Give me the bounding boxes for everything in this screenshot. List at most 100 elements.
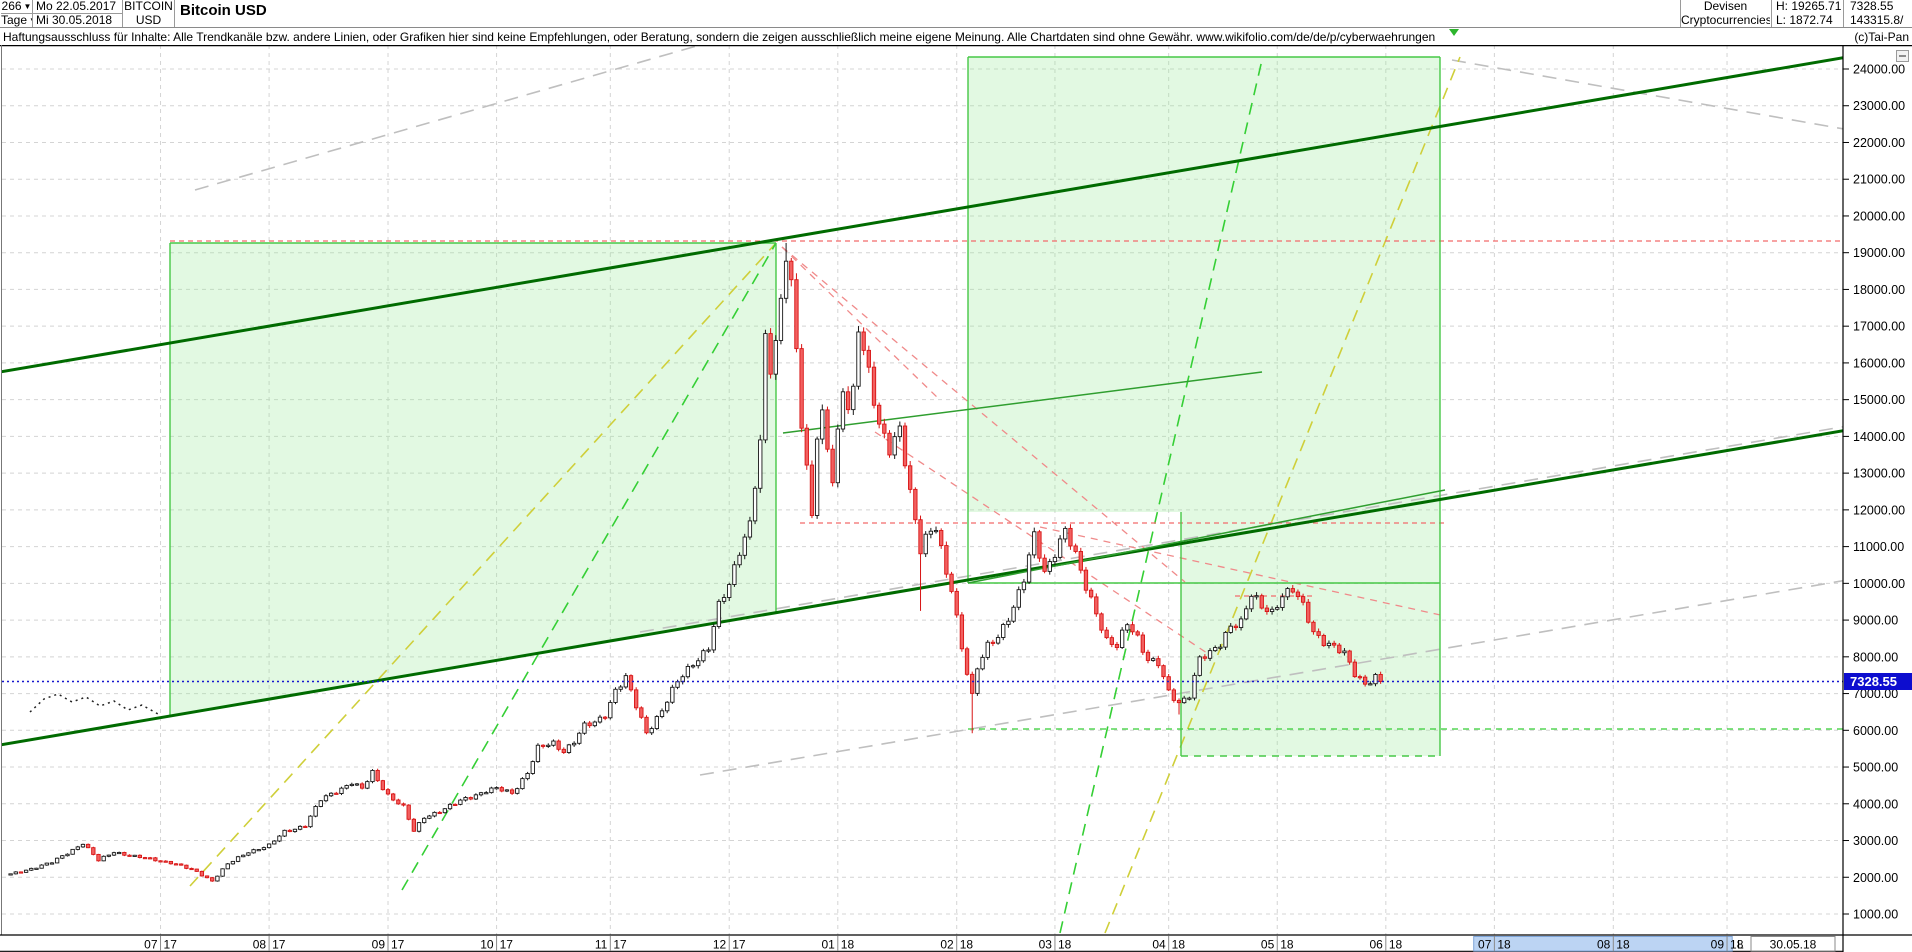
price-axis-label: 7000.00 [1853, 687, 1898, 701]
decline-red-3 [874, 431, 1211, 656]
date-tick-month: 03 [1039, 938, 1053, 952]
copyright-label: (c)Tai-Pan [1850, 30, 1909, 44]
price-axis-label: 24000.00 [1853, 63, 1905, 77]
date-tick-month: 08 [253, 938, 267, 952]
date-tick-year: 17 [613, 938, 627, 952]
price-axis-label: 20000.00 [1853, 209, 1905, 223]
price-axis-label: 10000.00 [1853, 577, 1905, 591]
trend-annotations [2, 45, 1843, 934]
date-tick-year: 18 [960, 938, 974, 952]
date-tick-year: 18 [1280, 938, 1294, 952]
date-tick-year: 17 [500, 938, 514, 952]
last-date-box [1750, 936, 1836, 952]
candlestick-series [8, 242, 1383, 882]
date-tick-month: 07 [1478, 938, 1492, 952]
period-high-value: H: 19265.71 [1771, 0, 1842, 14]
category-line2: Cryptocurrencies [1680, 14, 1770, 27]
date-tick-month: 08 [1597, 938, 1611, 952]
price-axis-label: 18000.00 [1853, 283, 1905, 297]
price-axis-label: 2000.00 [1853, 871, 1898, 885]
volume-value: 143315.8/ [1843, 14, 1912, 27]
decline-red-1 [781, 246, 1186, 583]
price-axis-label: 23000.00 [1853, 99, 1905, 113]
period-count-dropdown[interactable]: 266 ▼ [1, 0, 33, 14]
decline-red-2 [781, 246, 941, 401]
price-axis-label: 6000.00 [1853, 724, 1898, 738]
gray-parallel-1 [194, 45, 701, 191]
price-axis-label: 11000.00 [1853, 540, 1904, 554]
fan-yellow-left [189, 242, 777, 887]
header-divider [0, 27, 1912, 28]
date-tick-month: 05 [1261, 938, 1275, 952]
date-tick-month: 02 [940, 938, 954, 952]
date-tick-year: 17 [391, 938, 405, 952]
date-tick-year: 17 [272, 938, 286, 952]
green-marker-icon [1449, 29, 1459, 36]
price-axis-label: 8000.00 [1853, 650, 1898, 664]
date-tick-month: 07 [144, 938, 158, 952]
fan-yellow-right [1104, 56, 1461, 934]
fan-green-right [1059, 59, 1263, 934]
wedge-upper [782, 371, 1263, 434]
date-tick-month: 09 [1711, 938, 1725, 952]
price-chart[interactable]: 1000.00 2000.00 3000.00 4000.00 5000.00 6000.… [0, 45, 1912, 952]
trend-region-right-lower [1181, 512, 1440, 756]
price-axis: 1000.00 2000.00 3000.00 4000.00 5000.00 6000.… [1843, 63, 1912, 921]
symbol-field-line1[interactable]: BITCOIN [123, 0, 175, 14]
date-axis-highlight[interactable] [1473, 936, 1733, 952]
trend-region-left [170, 243, 776, 716]
chevron-down-icon: ▼ [29, 16, 32, 25]
price-axis-label: 21000.00 [1853, 173, 1905, 187]
date-tick-month: 04 [1152, 938, 1166, 952]
decline-red-4 [1039, 526, 1446, 617]
price-axis-label: 22000.00 [1853, 136, 1905, 150]
price-axis-label: 9000.00 [1853, 614, 1898, 628]
date-to-field[interactable]: Mi 30.05.2018 [33, 14, 123, 27]
price-axis-label: 16000.00 [1853, 356, 1905, 370]
period-low-value: L: 1872.74 [1771, 14, 1842, 27]
current-price-marker [1844, 672, 1912, 690]
price-axis-label: 12000.00 [1853, 503, 1905, 517]
date-tick-year: 18 [1497, 938, 1511, 952]
symbol-field-line2[interactable]: USD [123, 14, 175, 27]
gray-parallel-3 [699, 579, 1843, 776]
date-from-field[interactable]: Mo 22.05.2017 [33, 0, 123, 14]
disclaimer-text: Haftungsausschluss für Inhalte: Alle Tre… [3, 30, 1436, 44]
date-axis: 07 17 08 17 09 17 10 17 11 17 12 17 01 18 02 18 03 18 04 18… [144, 936, 1836, 952]
date-tick-month: 06 [1369, 938, 1383, 952]
category-line1: Devisen [1680, 0, 1770, 14]
channel-lower [2, 429, 1843, 747]
date-tick-month: 10 [480, 938, 494, 952]
chart-frame [0, 45, 1912, 952]
chart-title: Bitcoin USD [180, 2, 267, 19]
date-tick-year: 18 [1389, 938, 1403, 952]
date-tick-year: 18 [1172, 938, 1186, 952]
date-tick-year: 18 [1616, 938, 1630, 952]
price-axis-label: 15000.00 [1853, 393, 1905, 407]
price-axis-label: 5000.00 [1853, 761, 1898, 775]
date-tick-month: 11 [595, 938, 608, 952]
minimize-icon[interactable] [1896, 50, 1909, 62]
date-tick-year: 17 [732, 938, 746, 952]
fan-green-left [401, 242, 777, 891]
current-price-marker-label: 7328.55 [1850, 674, 1897, 689]
price-axis-label: 13000.00 [1853, 467, 1905, 481]
trend-region-right-upper [968, 57, 1440, 512]
sketch-line [29, 693, 159, 715]
last-date-label: 30.05.18 [1770, 938, 1817, 952]
price-axis-label: 19000.00 [1853, 246, 1905, 260]
gray-parallel-4 [1451, 59, 1843, 130]
date-tick-month: 12 [713, 938, 727, 952]
period-unit-dropdown[interactable]: Tage▼ [1, 14, 33, 27]
price-axis-label: 1000.00 [1853, 907, 1898, 921]
date-tick-year: 17 [164, 938, 178, 952]
date-tick-month: 09 [372, 938, 386, 952]
price-axis-label: 3000.00 [1853, 834, 1898, 848]
date-tick-year: 18 [841, 938, 855, 952]
date-tick-year: 18 [1058, 938, 1072, 952]
last-date-marker: L [1737, 938, 1744, 952]
date-tick-year: 18 [1730, 938, 1744, 952]
price-axis-label: 4000.00 [1853, 797, 1898, 811]
chevron-down-icon: ▼ [23, 2, 32, 11]
